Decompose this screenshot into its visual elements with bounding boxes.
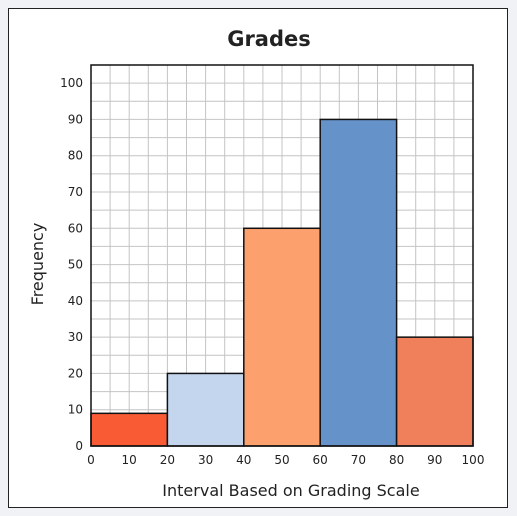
x-axis-ticks: 0 10 20 30 40 50 60 70 80 90 100: [87, 453, 484, 467]
y-tick-label: 40: [68, 294, 83, 308]
x-tick-label: 20: [160, 453, 175, 467]
y-axis-title: Frequency: [28, 223, 47, 306]
x-tick-label: 80: [389, 453, 404, 467]
histogram-bar: [166, 372, 245, 447]
histogram-bar: [90, 412, 169, 447]
y-tick-label: 30: [68, 330, 83, 344]
y-tick-label: 60: [68, 221, 83, 235]
chart-card: Grades 0 10 20 30 40 50 60 70 80 90 100 0 10 20 30 40 5…: [8, 8, 508, 508]
plot-frame: [90, 64, 474, 447]
y-tick-label: 0: [75, 439, 83, 453]
y-tick-label: 10: [68, 403, 83, 417]
x-axis-title: Interval Based on Grading Scale: [162, 481, 419, 500]
histogram-chart: Grades 0 10 20 30 40 50 60 70 80 90 100 0 10 20 30 40 5…: [28, 27, 484, 500]
chart-title: Grades: [227, 27, 311, 51]
x-tick-label: 100: [462, 453, 485, 467]
x-tick-label: 60: [313, 453, 328, 467]
y-tick-label: 90: [68, 112, 83, 126]
y-axis-ticks: 0 10 20 30 40 50 60 70 80 90 100: [60, 76, 83, 453]
y-tick-label: 50: [68, 258, 83, 272]
y-tick-label: 20: [68, 366, 83, 380]
x-tick-label: 90: [427, 453, 442, 467]
plot-border: [90, 64, 474, 447]
y-tick-label: 80: [68, 149, 83, 163]
y-tick-label: 100: [60, 76, 83, 90]
x-tick-label: 30: [198, 453, 213, 467]
x-tick-label: 0: [87, 453, 95, 467]
x-tick-label: 10: [122, 453, 137, 467]
histogram-bar: [319, 118, 398, 447]
x-tick-label: 50: [274, 453, 289, 467]
histogram-bar: [243, 227, 321, 447]
x-tick-label: 70: [351, 453, 366, 467]
y-tick-label: 70: [68, 185, 83, 199]
bars: [90, 118, 474, 447]
histogram-bar: [395, 336, 474, 447]
x-tick-label: 40: [236, 453, 251, 467]
